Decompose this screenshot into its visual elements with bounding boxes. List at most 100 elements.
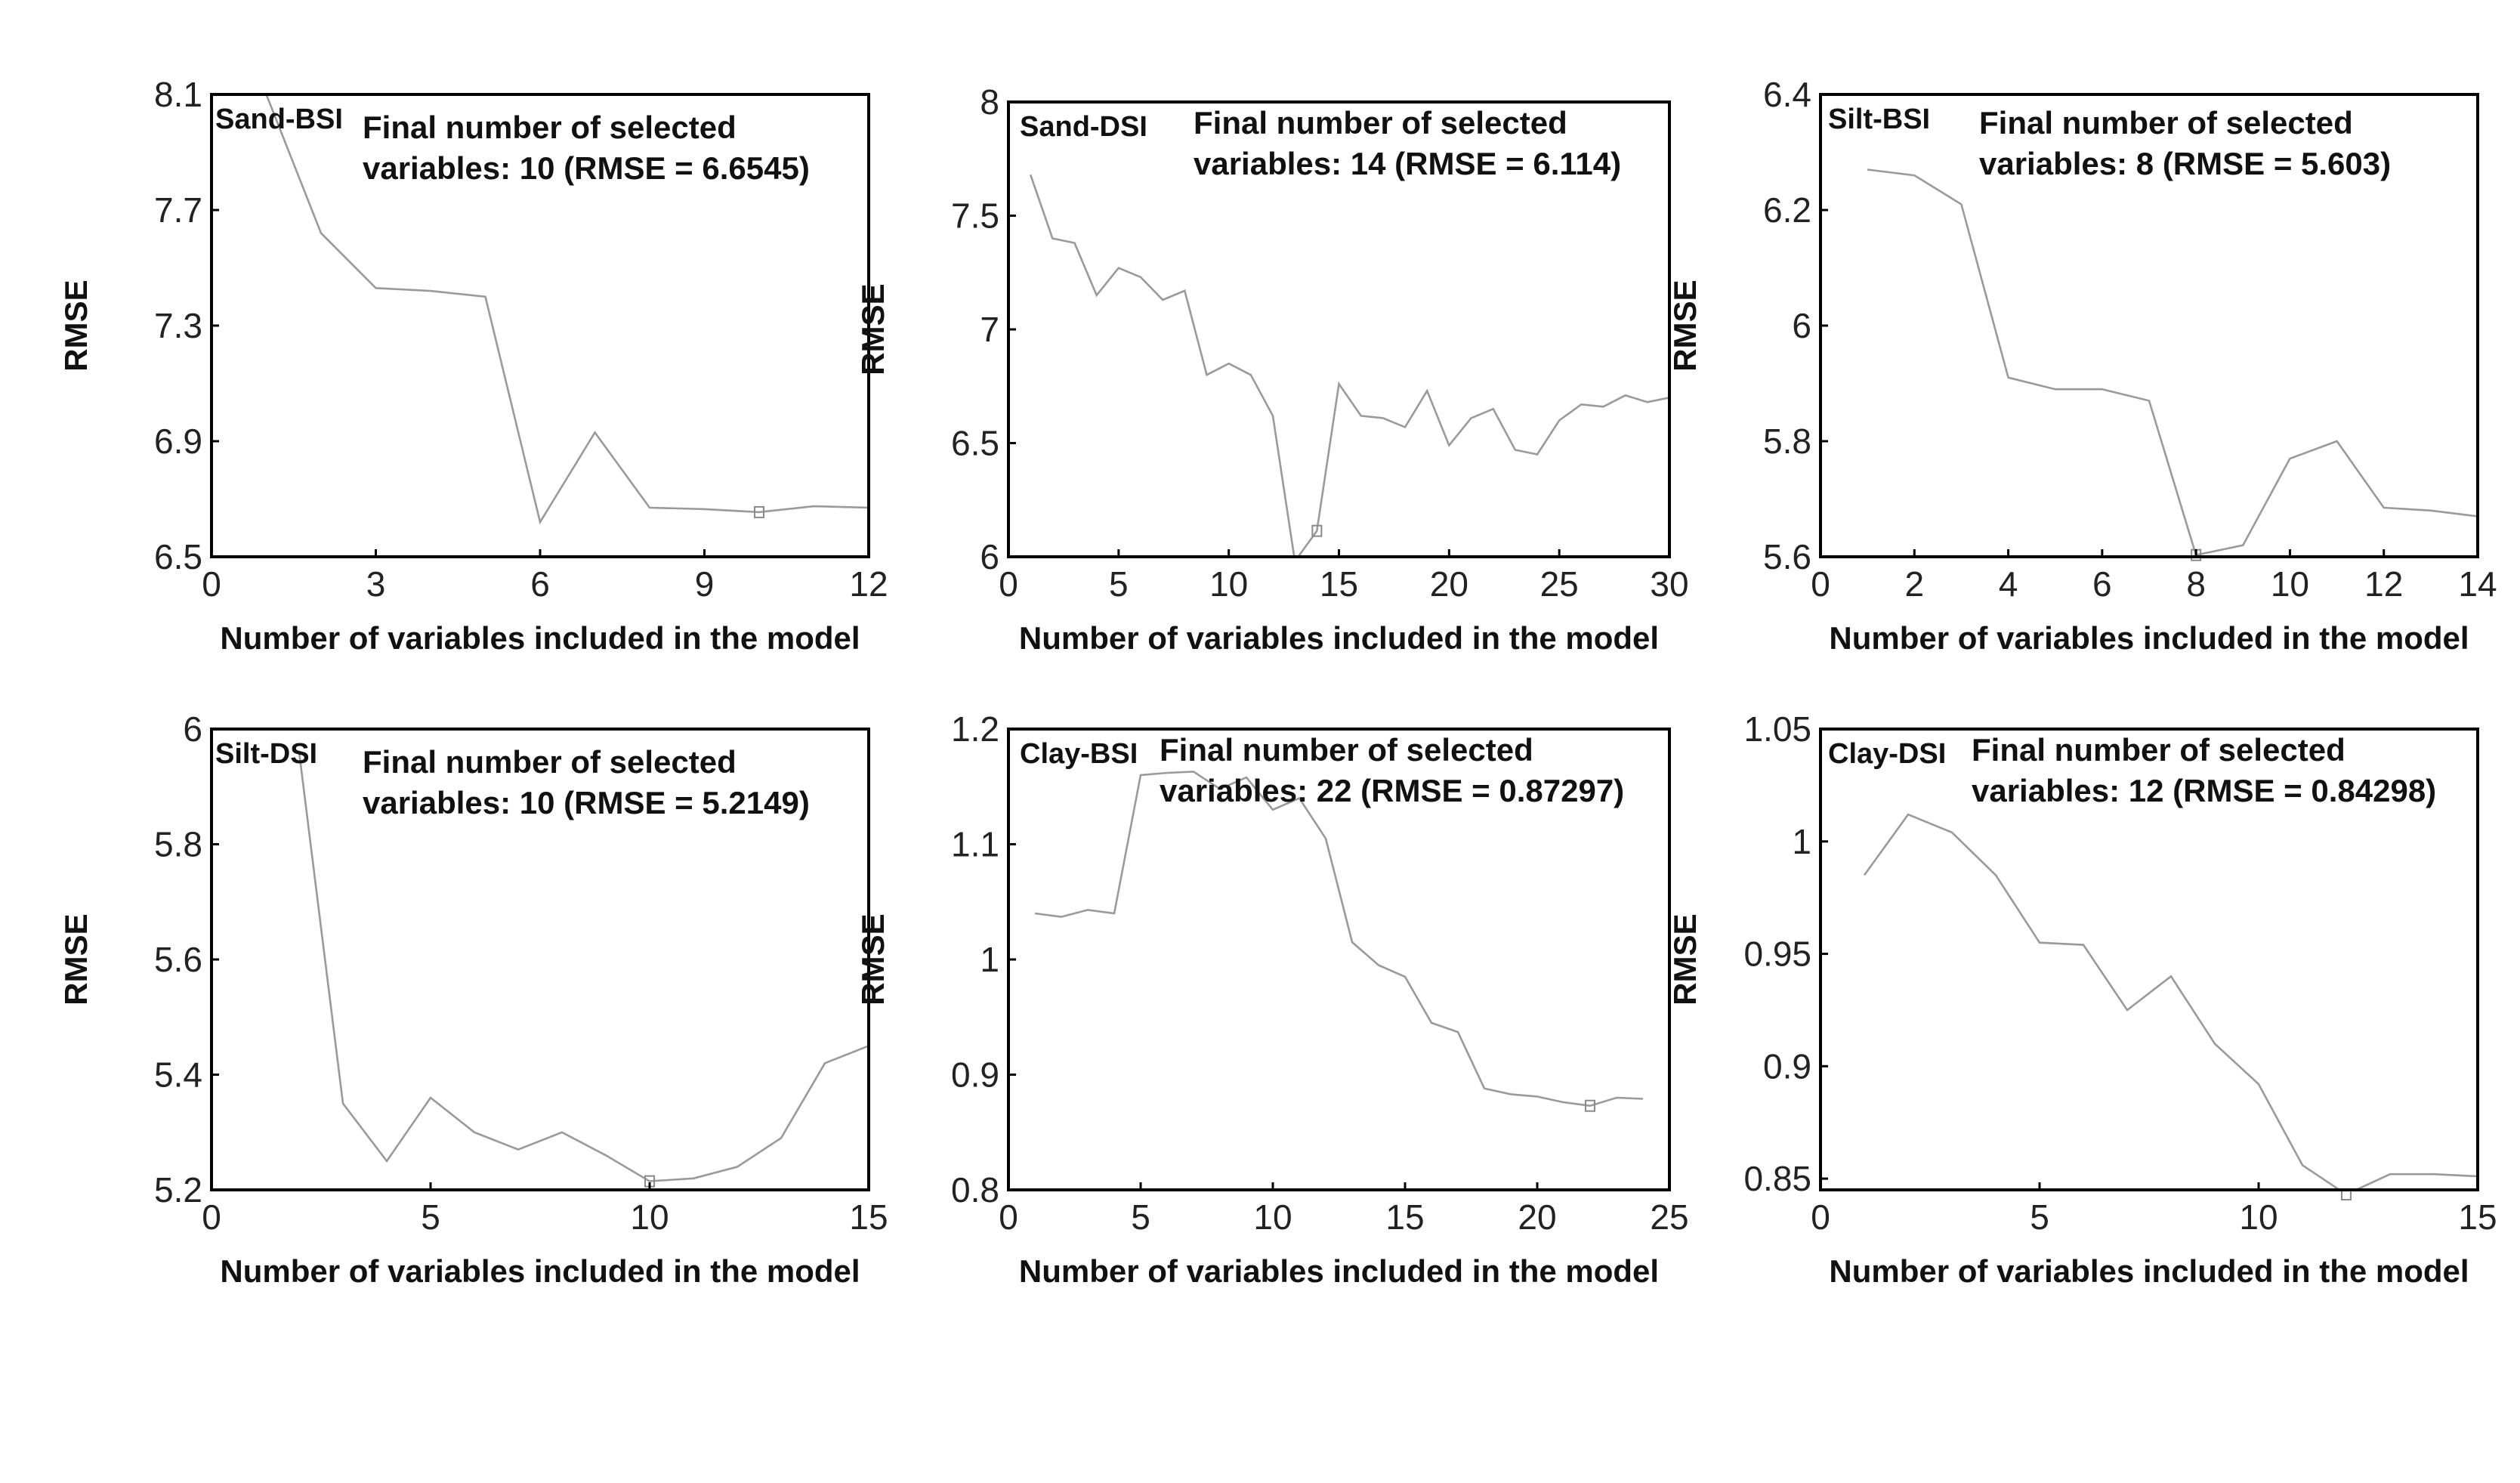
panel-label: Sand-DSI bbox=[1020, 111, 1147, 143]
panel-label: Clay-DSI bbox=[1828, 738, 1946, 770]
y-tick-label: 5.6 bbox=[154, 940, 202, 979]
series-line bbox=[1867, 168, 2478, 557]
y-tick-label: 6.4 bbox=[1763, 75, 1811, 114]
x-tick-label: 25 bbox=[1650, 1197, 1688, 1237]
x-tick-label: 4 bbox=[1999, 564, 2018, 604]
y-tick-label: 6 bbox=[1792, 306, 1811, 345]
x-tick-label: 5 bbox=[1109, 564, 1129, 604]
x-axis-title: Number of variables included in the mode… bbox=[1829, 1253, 2469, 1289]
y-axis-title: RMSE bbox=[58, 913, 94, 1005]
y-tick-label: 7.7 bbox=[154, 190, 202, 230]
y-tick-label: 5.6 bbox=[1763, 537, 1811, 576]
x-axis-title: Number of variables included in the mode… bbox=[1019, 1253, 1659, 1289]
annotation-line-2: variables: 10 (RMSE = 6.6545) bbox=[363, 150, 810, 186]
chart-panel-3: 0 2 4 6 8 10 12 14 5.6 5.8 6 6.2 6.4 Number of variab… bbox=[1667, 75, 2497, 656]
x-tick-label: 8 bbox=[2186, 564, 2206, 604]
min-point-marker bbox=[1311, 524, 1323, 537]
y-tick-label: 5.8 bbox=[154, 825, 202, 864]
series-line bbox=[1863, 813, 2478, 1190]
x-tick-label: 15 bbox=[1385, 1197, 1424, 1237]
x-tick-label: 25 bbox=[1540, 564, 1579, 604]
y-tick-label: 8 bbox=[980, 82, 999, 122]
x-tick-label: 0 bbox=[1811, 564, 1830, 604]
y-axis-title: RMSE bbox=[1667, 280, 1703, 371]
annotation-line-1: Final number of selected bbox=[1194, 105, 1567, 141]
annotation-line-2: variables: 10 (RMSE = 5.2149) bbox=[363, 785, 810, 820]
y-axis-title: RMSE bbox=[1667, 913, 1703, 1005]
x-tick-label: 0 bbox=[999, 564, 1018, 604]
y-tick-label: 6.5 bbox=[154, 537, 202, 576]
y-tick-label: 7 bbox=[980, 310, 999, 349]
x-tick-label: 10 bbox=[2239, 1197, 2278, 1237]
y-axis-title: RMSE bbox=[855, 283, 891, 375]
x-tick-label: 10 bbox=[1253, 1197, 1292, 1237]
x-axis-title: Number of variables included in the mode… bbox=[1019, 620, 1659, 656]
panel-label: Silt-BSI bbox=[1828, 104, 1930, 135]
x-tick-label: 10 bbox=[630, 1197, 669, 1237]
y-tick-label: 1 bbox=[1792, 822, 1811, 861]
x-tick-label: 5 bbox=[2030, 1197, 2049, 1237]
annotation-line-2: variables: 22 (RMSE = 0.87297) bbox=[1160, 773, 1624, 808]
x-tick-label: 6 bbox=[2092, 564, 2112, 604]
series-line bbox=[1029, 174, 1669, 557]
x-tick-label: 20 bbox=[1518, 1197, 1556, 1237]
y-tick-label: 5.4 bbox=[154, 1055, 202, 1095]
series-line bbox=[1034, 771, 1644, 1108]
y-axis-title: RMSE bbox=[855, 913, 891, 1005]
annotation-line-2: variables: 12 (RMSE = 0.84298) bbox=[1972, 773, 2436, 808]
chart-panel-4: 0 5 10 15 5.2 5.4 5.6 5.8 6 Number of variables i… bbox=[58, 709, 888, 1289]
chart-panel-1: 0 3 6 9 12 6.5 6.9 7.3 7.7 8.1 Number of variables… bbox=[58, 75, 888, 656]
y-tick-label: 0.8 bbox=[951, 1170, 999, 1210]
y-axis-title: RMSE bbox=[58, 280, 94, 371]
y-tick-label: 0.95 bbox=[1743, 935, 1811, 974]
x-tick-label: 12 bbox=[849, 564, 888, 604]
y-tick-label: 5.8 bbox=[1763, 422, 1811, 461]
y-tick-label: 5.2 bbox=[154, 1170, 202, 1210]
chart-panel-2: 0 5 10 15 20 25 30 6 6.5 7 7.5 8 Number of variables… bbox=[855, 82, 1689, 656]
y-tick-label: 6.9 bbox=[154, 422, 202, 461]
panel-label: Sand-BSI bbox=[215, 104, 343, 135]
x-tick-label: 3 bbox=[366, 564, 386, 604]
x-tick-label: 10 bbox=[2271, 564, 2309, 604]
y-tick-label: 7.5 bbox=[951, 196, 999, 236]
x-tick-label: 0 bbox=[202, 1197, 221, 1237]
x-tick-label: 2 bbox=[1904, 564, 1924, 604]
x-tick-label: 0 bbox=[1811, 1197, 1830, 1237]
series-line bbox=[265, 94, 869, 525]
annotation-line-1: Final number of selected bbox=[363, 110, 737, 145]
y-tick-label: 1.2 bbox=[951, 709, 999, 749]
y-tick-label: 1.1 bbox=[951, 825, 999, 864]
x-tick-label: 0 bbox=[999, 1197, 1018, 1237]
x-tick-label: 12 bbox=[2364, 564, 2403, 604]
x-tick-label: 15 bbox=[2458, 1197, 2497, 1237]
x-axis-title: Number of variables included in the mode… bbox=[220, 620, 860, 656]
x-axis-title: Number of variables included in the mode… bbox=[1829, 620, 2469, 656]
series-line bbox=[298, 752, 869, 1182]
y-tick-label: 8.1 bbox=[154, 75, 202, 114]
y-tick-label: 0.85 bbox=[1743, 1159, 1811, 1198]
x-tick-label: 20 bbox=[1430, 564, 1468, 604]
chart-panel-5: 0 5 10 15 20 25 0.8 0.9 1 1.1 1.2 Number of variabl… bbox=[855, 709, 1689, 1289]
annotation-line-1: Final number of selected bbox=[363, 744, 737, 780]
x-tick-label: 9 bbox=[695, 564, 715, 604]
y-tick-label: 6.5 bbox=[951, 424, 999, 463]
y-tick-label: 6 bbox=[980, 537, 999, 576]
annotation-line-2: variables: 8 (RMSE = 5.603) bbox=[1979, 146, 2391, 181]
x-tick-label: 15 bbox=[849, 1197, 888, 1237]
panel-label: Clay-BSI bbox=[1020, 738, 1138, 770]
x-tick-label: 5 bbox=[1131, 1197, 1150, 1237]
plot-frame bbox=[1819, 728, 2479, 1191]
annotation-line-1: Final number of selected bbox=[1160, 732, 1533, 768]
x-tick-label: 10 bbox=[1209, 564, 1248, 604]
x-tick-label: 0 bbox=[202, 564, 221, 604]
y-tick-label: 6 bbox=[183, 709, 202, 749]
y-tick-label: 1.05 bbox=[1743, 709, 1811, 749]
annotation-line-2: variables: 14 (RMSE = 6.114) bbox=[1194, 146, 1621, 181]
annotation-line-1: Final number of selected bbox=[1972, 732, 2346, 768]
y-tick-label: 0.9 bbox=[951, 1055, 999, 1095]
annotation-line-1: Final number of selected bbox=[1979, 105, 2353, 141]
y-tick-label: 1 bbox=[980, 940, 999, 979]
y-tick-label: 0.9 bbox=[1763, 1046, 1811, 1086]
x-tick-label: 14 bbox=[2458, 564, 2497, 604]
